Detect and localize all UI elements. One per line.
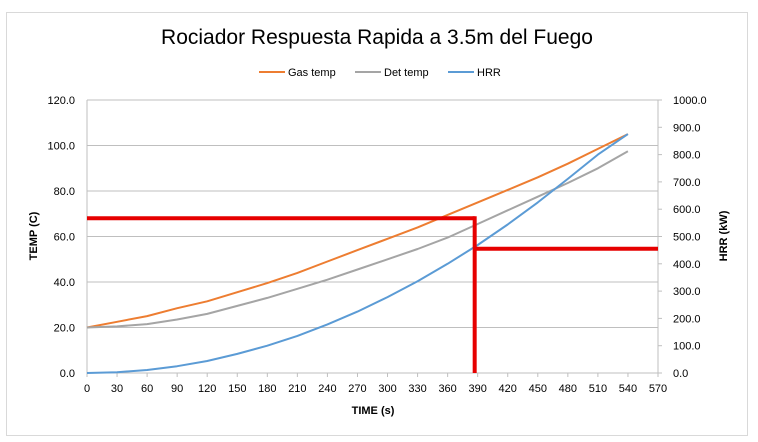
y2-tick-label: 500.0 [673, 232, 701, 244]
y2-tick-label: 1000.0 [673, 95, 707, 107]
series-line-gas-temp [86, 133, 629, 329]
y2-tick-label: 0.0 [673, 368, 688, 380]
y2-tick-label: 900.0 [673, 122, 701, 134]
y-tick-label: 60.0 [54, 232, 75, 244]
x-tick-label: 120 [198, 383, 216, 395]
x-tick-label: 30 [111, 383, 123, 395]
legend-label: Gas temp [288, 67, 336, 79]
series-line-hrr [86, 133, 629, 374]
y-axis-ticks: 0.0 20.0 40.0 60.0 80.0 100.0 120.0 [47, 95, 75, 380]
chart-title: Rociador Respuesta Rapida a 3.5m del Fue… [161, 26, 593, 49]
annotation-lines [87, 216, 658, 373]
y-tick-label: 80.0 [54, 186, 75, 198]
x-tick-label: 510 [589, 383, 607, 395]
y2-axis-title: HRR (kW) [718, 210, 730, 261]
x-tick-label: 420 [499, 383, 517, 395]
x-tick-label: 180 [258, 383, 276, 395]
y-tick-label: 40.0 [54, 277, 75, 289]
x-tick-label: 270 [348, 383, 366, 395]
x-tick-label: 240 [318, 383, 336, 395]
x-tick-label: 450 [529, 383, 547, 395]
y2-tick-label: 600.0 [673, 204, 701, 216]
y-tick-label: 0.0 [60, 368, 75, 380]
legend: Gas temp Det temp HRR [259, 67, 501, 79]
y2-tick-label: 700.0 [673, 177, 701, 189]
y2-tick-label: 100.0 [673, 341, 701, 353]
y2-axis-ticks: 0.0 100.0 200.0 300.0 400.0 500.0 600.0 700.0 80… [658, 95, 707, 380]
gridlines [86, 99, 659, 374]
x-tick-label: 210 [288, 383, 306, 395]
y2-tick-label: 800.0 [673, 150, 701, 162]
x-tick-label: 480 [559, 383, 577, 395]
y2-tick-label: 300.0 [673, 286, 701, 298]
y-tick-label: 100.0 [47, 141, 75, 153]
x-tick-label: 90 [171, 383, 183, 395]
x-tick-label: 300 [378, 383, 396, 395]
x-tick-label: 60 [141, 383, 153, 395]
x-tick-label: 360 [438, 383, 456, 395]
y-tick-label: 20.0 [54, 323, 75, 335]
y-axis-title: TEMP (C) [28, 211, 40, 260]
legend-label: HRR [477, 67, 501, 79]
x-tick-label: 150 [228, 383, 246, 395]
series-lines [86, 133, 629, 374]
y-tick-label: 120.0 [47, 95, 75, 107]
series-line-det-temp [86, 150, 629, 329]
legend-label: Det temp [384, 67, 429, 79]
x-tick-label: 330 [408, 383, 426, 395]
x-axis-ticks: 0 30 60 90 120 150 180 210 240 270 300 330 360 390 420… [84, 373, 667, 395]
y2-tick-label: 200.0 [673, 313, 701, 325]
y2-tick-label: 400.0 [673, 259, 701, 271]
x-tick-label: 0 [84, 383, 90, 395]
chart-frame [6, 12, 748, 436]
x-tick-label: 390 [469, 383, 487, 395]
x-tick-label: 540 [619, 383, 637, 395]
x-axis-title: TIME (s) [352, 405, 395, 417]
x-tick-label: 570 [649, 383, 667, 395]
